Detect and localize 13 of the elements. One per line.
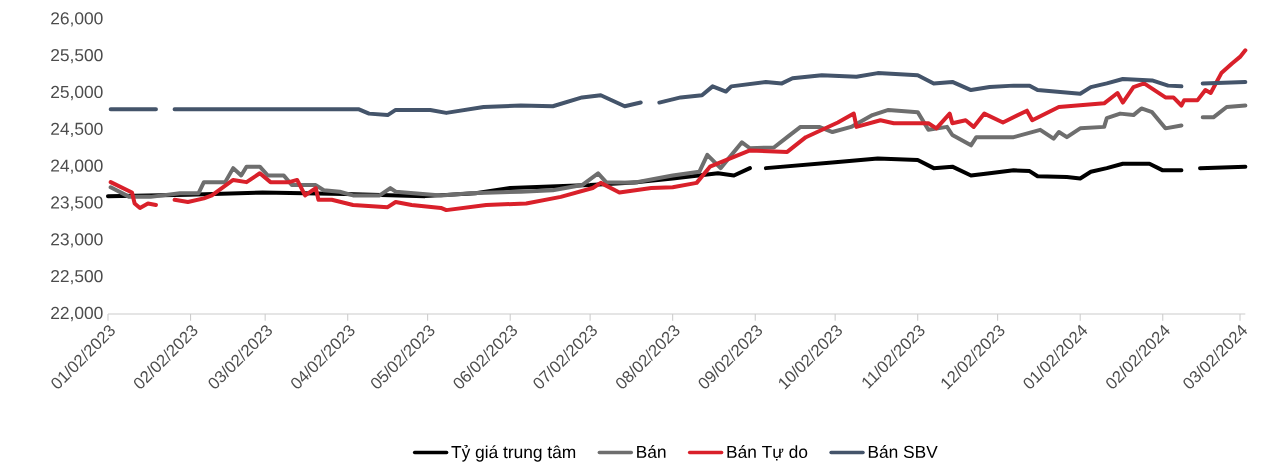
legend-label: Tỷ giá trung tâm: [451, 445, 576, 462]
legend-label: Bán Tự do: [727, 445, 808, 461]
y-tick-label: 26,000: [51, 12, 103, 27]
y-tick-label: 22,000: [51, 307, 103, 322]
legend-label: Bán: [637, 445, 666, 459]
y-tick-label: 23,000: [51, 233, 103, 248]
y-tick-label: 25,000: [51, 86, 103, 101]
legend-label: Bán SBV: [868, 445, 938, 459]
y-tick-label: 25,500: [51, 49, 103, 64]
y-tick-label: 24,000: [51, 159, 103, 174]
y-tick-label: 22,500: [51, 270, 103, 285]
y-tick-label: 23,500: [51, 196, 103, 211]
y-tick-label: 24,500: [51, 122, 103, 138]
